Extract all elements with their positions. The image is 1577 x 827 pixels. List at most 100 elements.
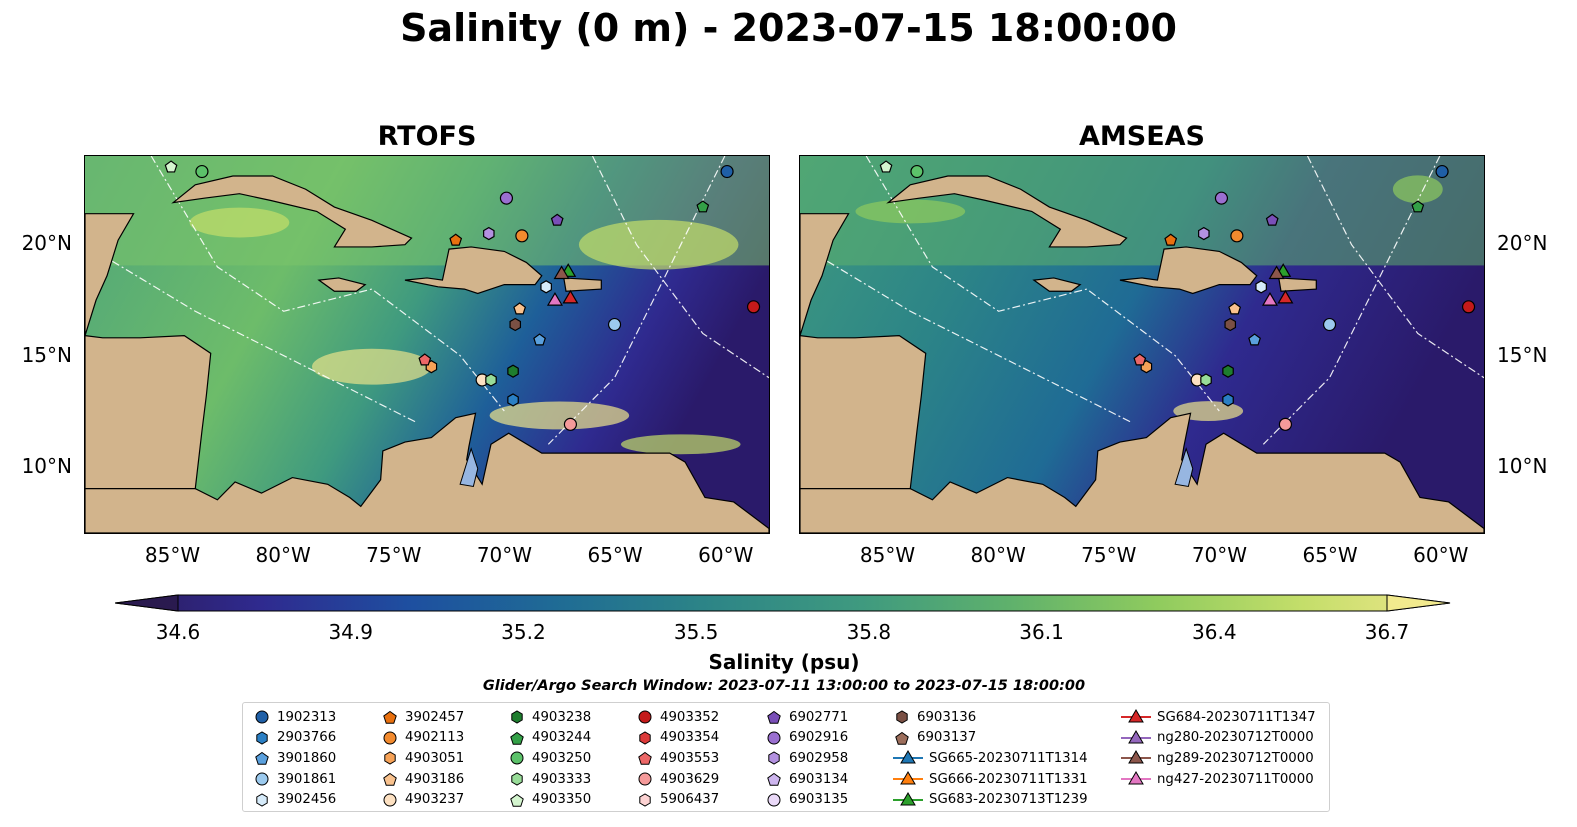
legend-item-label: ng427-20230711T0000 (1157, 771, 1314, 787)
station-marker[interactable] (1265, 213, 1279, 226)
station-marker[interactable] (164, 160, 178, 173)
axis-tick-label: 60°W (698, 543, 754, 567)
legend-item-label: 4903051 (405, 750, 465, 766)
station-marker[interactable] (1277, 289, 1294, 304)
rtofs-salinity-map[interactable] (84, 155, 770, 534)
legend-item: 4903051 (381, 748, 464, 769)
station-marker[interactable] (1461, 300, 1476, 314)
legend-item: 1902313 (253, 707, 336, 728)
station-marker[interactable] (1214, 191, 1229, 205)
station-marker[interactable] (1133, 353, 1147, 366)
hexagon-marker-icon (511, 710, 523, 724)
panel-title-rtofs: RTOFS (377, 121, 477, 152)
legend-item: SG665-20230711T1314 (893, 748, 1088, 769)
legend-item: ng427-20230711T0000 (1121, 769, 1316, 790)
station-marker[interactable] (1230, 229, 1244, 243)
station-marker[interactable] (540, 280, 552, 294)
colorbar-tick-label: 36.4 (1192, 620, 1237, 644)
station-marker[interactable] (507, 364, 519, 378)
station-marker[interactable] (1198, 226, 1210, 241)
legend-item: 4903629 (636, 769, 719, 790)
circle-marker-icon (383, 793, 397, 807)
colorbar-tick-label: 35.2 (501, 620, 546, 644)
legend-item-label: 3902456 (277, 792, 337, 808)
hexagon-marker-icon (896, 710, 908, 724)
station-marker[interactable] (562, 289, 579, 304)
legend-item-label: 6902958 (789, 750, 849, 766)
station-marker[interactable] (1255, 280, 1267, 294)
axis-tick-label: 85°W (144, 543, 201, 567)
circle-marker-icon (255, 710, 269, 724)
legend-item: 4903250 (508, 748, 591, 769)
station-marker[interactable] (1261, 291, 1278, 306)
station-marker[interactable] (449, 233, 463, 246)
station-marker[interactable] (418, 353, 432, 366)
station-marker[interactable] (546, 291, 563, 306)
legend-item: 6902916 (765, 728, 848, 749)
station-marker[interactable] (720, 164, 734, 179)
station-marker[interactable] (515, 229, 529, 243)
hexagon-marker-icon (768, 751, 780, 766)
colorbar-label: Salinity (psu) (708, 650, 860, 674)
legend-item: 6902771 (765, 707, 848, 728)
axis-tick-label: 85°W (859, 543, 916, 567)
legend-item: ng289-20230712T0000 (1121, 748, 1316, 769)
station-marker[interactable] (499, 191, 514, 205)
legend-item-label: 4903186 (405, 771, 465, 787)
legend-item: 6902958 (765, 748, 848, 769)
amseas-salinity-map[interactable] (799, 155, 1485, 534)
station-marker[interactable] (507, 393, 519, 407)
axis-tick-label: 80°W (970, 543, 1026, 567)
axis-tick-label: 75°W (366, 543, 422, 567)
colorbar-tick-label: 35.5 (673, 620, 719, 644)
station-marker[interactable] (1222, 364, 1234, 378)
colorbar-tick-label: 36.1 (1019, 620, 1064, 644)
station-marker[interactable] (1228, 302, 1242, 315)
station-marker[interactable] (483, 226, 495, 241)
pentagon-marker-icon (510, 731, 524, 745)
station-marker[interactable] (485, 373, 497, 387)
station-marker[interactable] (879, 160, 893, 173)
legend-item-label: SG683-20230713T1239 (929, 792, 1088, 808)
station-marker[interactable] (563, 417, 578, 431)
station-marker[interactable] (1322, 317, 1337, 332)
station-marker[interactable] (607, 317, 622, 332)
axis-tick-label: 10°N (21, 454, 72, 479)
station-marker[interactable] (910, 164, 924, 179)
pentagon-marker-icon (510, 793, 524, 807)
station-marker[interactable] (1278, 417, 1293, 431)
station-marker[interactable] (195, 164, 209, 179)
colorbar-tick-label: 34.6 (155, 620, 201, 644)
pentagon-marker-icon (638, 752, 652, 766)
station-marker[interactable] (1248, 333, 1261, 346)
legend-item: 2903766 (253, 728, 336, 749)
circle-marker-icon (767, 793, 781, 807)
station-marker[interactable] (1200, 373, 1212, 387)
legend-column: 4903238 4903244 4903250 4903333 4903350 (508, 707, 591, 810)
station-marker[interactable] (1222, 393, 1234, 407)
station-marker[interactable] (746, 300, 761, 314)
station-marker[interactable] (1435, 164, 1449, 179)
station-marker[interactable] (550, 213, 564, 226)
legend-item-label: 4903333 (532, 771, 592, 787)
legend-column: 1902313 2903766 3901860 3901861 3902456 (253, 707, 336, 810)
station-marker[interactable] (1224, 317, 1237, 332)
station-marker[interactable] (509, 317, 522, 332)
legend-item-label: 6903136 (917, 709, 977, 725)
axis-tick-label: 20°N (21, 231, 72, 256)
station-marker[interactable] (553, 265, 570, 280)
legend-item: 3902456 (253, 789, 336, 810)
station-marker[interactable] (696, 200, 710, 213)
station-marker[interactable] (1164, 233, 1178, 246)
legend-item: 4903244 (508, 728, 591, 749)
legend-column: 6902771 6902916 6902958 6903134 6903135 (765, 707, 848, 810)
legend-column: 4903352 4903354 4903553 4903629 5906437 (636, 707, 719, 810)
legend-item-label: 4903553 (660, 750, 720, 766)
station-marker[interactable] (1411, 200, 1425, 213)
legend-item: ng280-20230712T0000 (1121, 728, 1316, 749)
station-marker[interactable] (1268, 265, 1285, 280)
search-window-label: Glider/Argo Search Window: 2023-07-11 13… (482, 678, 1086, 694)
station-marker[interactable] (513, 302, 527, 315)
legend-item: SG683-20230713T1239 (893, 789, 1088, 810)
station-marker[interactable] (533, 333, 546, 346)
